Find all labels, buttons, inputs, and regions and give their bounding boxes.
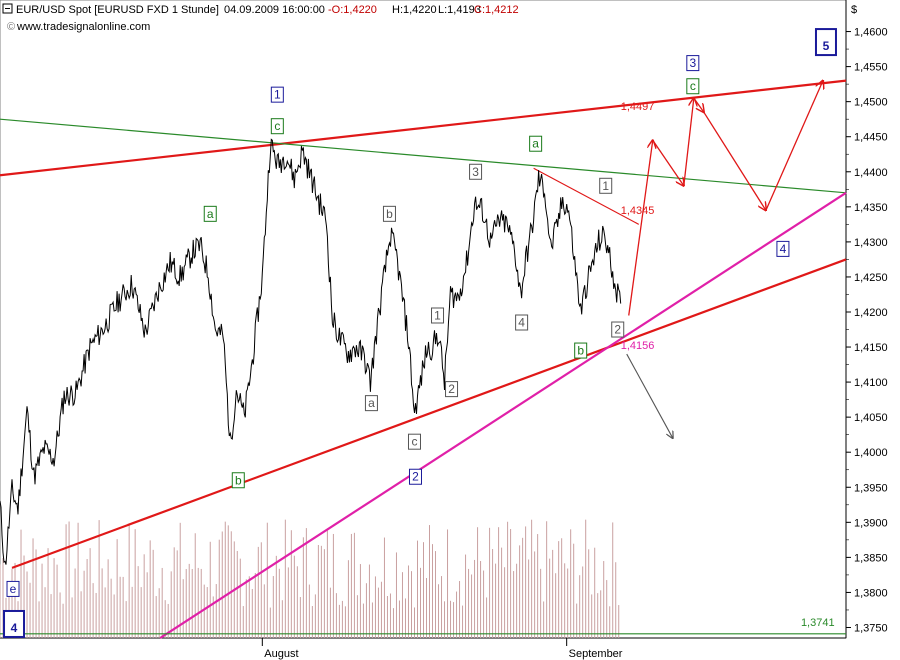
- wave-label-box: [599, 177, 613, 194]
- trend-lines: [0, 79, 847, 639]
- y-tick-label: 1,4550: [854, 62, 888, 74]
- price-annotation: 1,3741: [801, 617, 835, 629]
- y-tick-label: 1,4250: [854, 272, 888, 284]
- thin-red-line: [533, 167, 640, 225]
- y-tick-label: 1,4100: [854, 377, 888, 389]
- y-tick-label: 1,4400: [854, 167, 888, 179]
- currency-symbol: $: [851, 4, 857, 16]
- wave-label-box: [231, 472, 245, 489]
- x-tick-label: August: [264, 648, 298, 660]
- y-tick-label: 1,4300: [854, 237, 888, 249]
- wave-label-box: [407, 433, 421, 450]
- wave-labels: e 4 b a 1 c b a c 2 1 2 3 4 a 1 2 b 3 c 4 5 1,4497 1,4345 1,4156…: [3, 28, 837, 638]
- price-line: [0, 138, 622, 565]
- y-tick-label: 1,4050: [854, 412, 888, 424]
- chart-header: EUR/USD Spot [EURUSD FXD 1 Stunde] 04.09…: [2, 3, 857, 33]
- forecast-arrow: [628, 140, 653, 316]
- wave-label-box: [445, 381, 459, 398]
- wave-label: 2: [448, 382, 455, 396]
- y-tick-label: 1,4600: [854, 27, 888, 39]
- y-tick-label: 1,3950: [854, 482, 888, 494]
- y-tick-label: 1,4200: [854, 307, 888, 319]
- wave-label: c: [274, 119, 280, 133]
- forecast-arrows: [626, 81, 823, 439]
- y-tick-label: 1,4450: [854, 132, 888, 144]
- wave-label-box: [529, 135, 543, 152]
- y-tick-label: 1,4350: [854, 202, 888, 214]
- forecast-arrow: [693, 97, 704, 112]
- wave-label: 3: [472, 165, 479, 179]
- wave-label-box: [814, 28, 837, 57]
- wave-label: b: [386, 207, 393, 221]
- y-tick-label: 1,4000: [854, 447, 888, 459]
- copyright-icon: ©: [7, 21, 15, 33]
- wave-label-box: [469, 163, 483, 180]
- wave-label-box: [6, 580, 20, 597]
- wave-label: c: [690, 79, 696, 93]
- upper-red-trendline: [0, 79, 847, 177]
- y-tick-label: 1,3900: [854, 517, 888, 529]
- y-tick-label: 1,4150: [854, 342, 888, 354]
- wave-label: b: [577, 344, 584, 358]
- volume-bars: [0, 519, 620, 638]
- wave-label-box: [574, 342, 588, 359]
- price-annotation: 1,4345: [621, 205, 655, 217]
- y-tick-label: 1,4500: [854, 97, 888, 109]
- price-annotation: 1,4497: [621, 101, 655, 113]
- wave-label: 1: [274, 88, 281, 102]
- wave-label: a: [532, 137, 539, 151]
- wave-label-box: [686, 78, 700, 95]
- y-tick-label: 1,3800: [854, 587, 888, 599]
- forecast-arrow: [765, 81, 823, 211]
- wave-label-box: [686, 55, 700, 72]
- wave-label: a: [368, 396, 375, 410]
- wave-label: b: [235, 473, 242, 487]
- magenta-trendline: [159, 191, 847, 639]
- wave-label: 1: [434, 308, 441, 322]
- wave-label: 4: [11, 621, 18, 635]
- y-tick-label: 1,3850: [854, 552, 888, 564]
- wave-label-box: [776, 240, 790, 257]
- wave-label: 5: [823, 39, 830, 53]
- y-tick-label: 1,3750: [854, 622, 888, 634]
- chart-open: -O:1,4220: [328, 4, 377, 16]
- forecast-arrow: [683, 98, 694, 186]
- wave-label-box: [431, 307, 445, 324]
- wave-label-box: [270, 86, 284, 103]
- price-series: [0, 138, 622, 565]
- lower-red-trendline: [11, 258, 847, 569]
- chart-high: H:1,4220: [392, 4, 437, 16]
- wave-label-box: [203, 205, 217, 222]
- wave-label: a: [207, 207, 214, 221]
- wave-label-box: [364, 395, 378, 412]
- axes: 1,4600 1,4550 1,4500 1,4450 1,4400 1,4350 1,43…: [261, 27, 888, 660]
- wave-label: 4: [518, 316, 525, 330]
- forecast-arrow: [652, 139, 684, 186]
- x-tick-label: September: [569, 648, 623, 660]
- price-annotation: 1,4156: [621, 340, 655, 352]
- wave-label-box: [382, 205, 396, 222]
- wave-label: 4: [780, 242, 787, 256]
- wave-label-box: [3, 609, 26, 638]
- alternative-arrow: [626, 353, 673, 438]
- green-trendline: [0, 118, 847, 194]
- wave-label-box: [270, 118, 284, 135]
- chart-symbol: EUR/USD Spot [EURUSD FXD 1 Stunde]: [16, 4, 219, 16]
- wave-label-box: [611, 321, 625, 338]
- forecast-arrow: [703, 111, 766, 210]
- wave-label: 1: [602, 179, 609, 193]
- wave-label: c: [411, 435, 417, 449]
- website-label: www.tradesignalonline.com: [16, 21, 150, 33]
- wave-label: 3: [689, 56, 696, 70]
- wave-label: 2: [614, 323, 621, 337]
- chart-close: C:1,4212: [474, 4, 519, 16]
- chart-low: L:1,4193: [438, 4, 481, 16]
- chart-datetime: 04.09.2009 16:00:00: [224, 4, 325, 16]
- wave-label: e: [10, 582, 17, 596]
- wave-label-box: [408, 468, 422, 485]
- wave-label-box: [515, 314, 529, 331]
- wave-label: 2: [412, 470, 419, 484]
